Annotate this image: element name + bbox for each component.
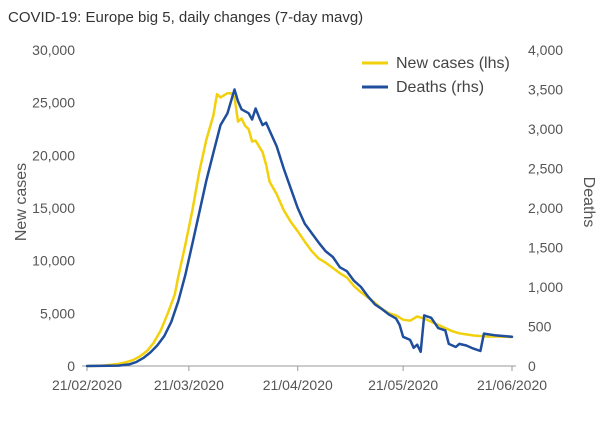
right-axis-label: Deaths bbox=[580, 177, 597, 228]
left-tick-label: 25,000 bbox=[32, 95, 75, 111]
left-axis-label: New cases bbox=[13, 163, 30, 241]
right-tick-label: 3,500 bbox=[528, 82, 563, 98]
series-layer bbox=[85, 88, 514, 368]
x-tick-label: 21/04/2020 bbox=[263, 377, 333, 393]
legend-label-new-cases: New cases (lhs) bbox=[396, 55, 510, 72]
left-tick-label: 0 bbox=[67, 358, 75, 374]
right-tick-label: 4,000 bbox=[528, 42, 563, 58]
right-tick-label: 2,500 bbox=[528, 161, 563, 177]
left-tick-label: 15,000 bbox=[32, 200, 75, 216]
left-tick-label: 10,000 bbox=[32, 253, 75, 269]
left-tick-label: 5,000 bbox=[40, 305, 75, 321]
legend: New cases (lhs) Deaths (rhs) bbox=[362, 55, 510, 96]
left-axis-ticks: 0 5,000 10,000 15,000 20,000 25,000 30,000 bbox=[32, 42, 75, 374]
right-tick-label: 1,000 bbox=[528, 279, 563, 295]
x-tick-label: 21/02/2020 bbox=[52, 377, 122, 393]
x-axis-ticks: 21/02/2020 21/03/2020 21/04/2020 21/05/2020… bbox=[52, 366, 547, 393]
series-line-deaths bbox=[85, 88, 514, 368]
x-tick-label: 21/06/2020 bbox=[477, 377, 547, 393]
chart-title: COVID-19: Europe big 5, daily changes (7… bbox=[8, 9, 363, 26]
series-line-new-cases bbox=[85, 91, 514, 368]
right-tick-label: 0 bbox=[528, 358, 536, 374]
right-tick-label: 2,000 bbox=[528, 200, 563, 216]
left-tick-label: 20,000 bbox=[32, 147, 75, 163]
x-tick-label: 21/05/2020 bbox=[368, 377, 438, 393]
left-tick-label: 30,000 bbox=[32, 42, 75, 58]
x-tick-label: 21/03/2020 bbox=[154, 377, 224, 393]
right-axis-ticks: 0 500 1,000 1,500 2,000 2,500 3,000 3,500 4,000 bbox=[528, 42, 563, 374]
right-tick-label: 1,500 bbox=[528, 240, 563, 256]
legend-label-deaths: Deaths (rhs) bbox=[396, 79, 484, 96]
right-tick-label: 3,000 bbox=[528, 121, 563, 137]
right-tick-label: 500 bbox=[528, 319, 552, 335]
